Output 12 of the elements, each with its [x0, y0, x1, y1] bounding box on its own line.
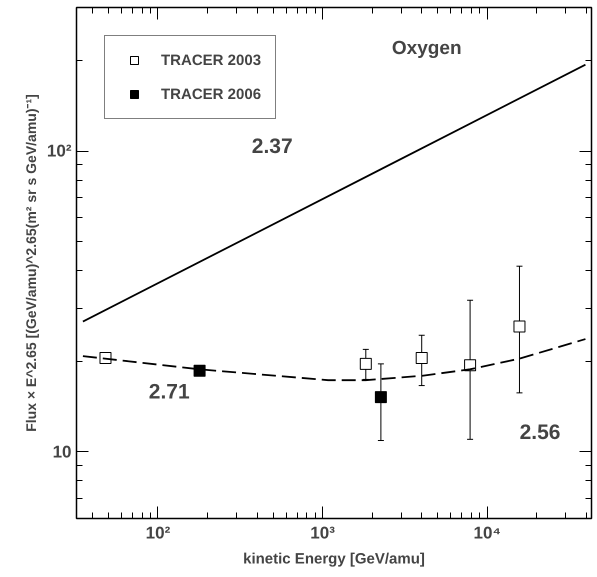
annotation: 2.71	[148, 380, 190, 404]
text: Oxygen	[392, 38, 462, 59]
annotation: 2.56	[520, 421, 560, 444]
x-axis-title: kinetic Energy [GeV/amu]	[243, 550, 425, 568]
x-tick-label: 10²	[146, 524, 171, 542]
annotation: 2.37	[252, 134, 293, 158]
x-tick-label: 10⁴	[474, 524, 501, 542]
y-tick-label: 10	[52, 442, 72, 462]
x-tick-label: 10³	[310, 524, 336, 542]
legend-label: TRACER 2003	[161, 52, 262, 68]
y-axis-title: Flux × E^2.65 [(GeV/amu)^2.65(m² sr s GeV/amu)⁻¹]	[22, 94, 39, 432]
legend-label: TRACER 2006	[161, 86, 262, 102]
